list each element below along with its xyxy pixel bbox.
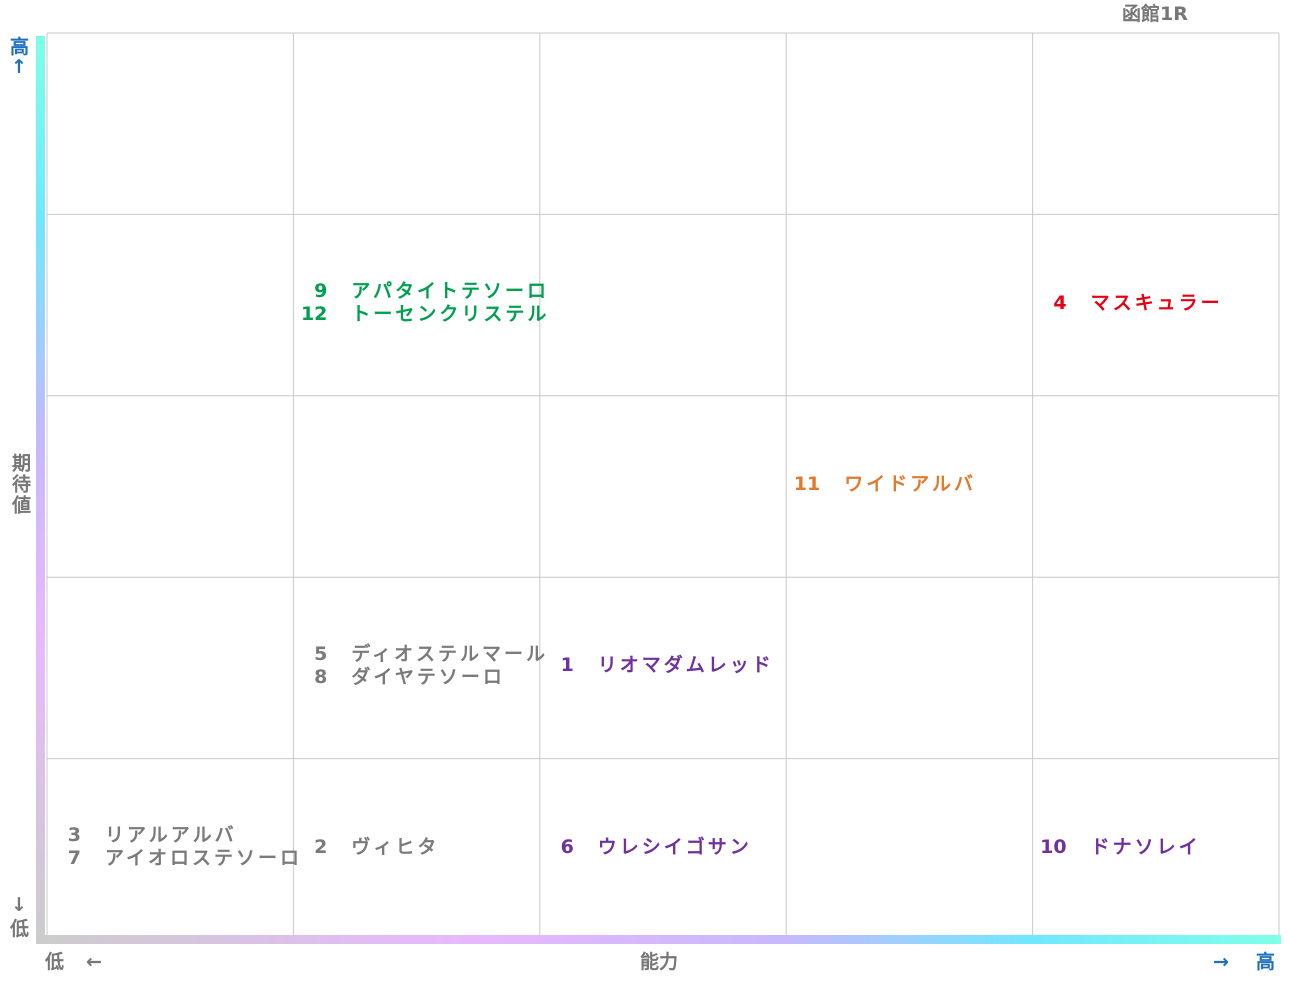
y-axis-bar	[36, 36, 45, 944]
x-high: 高	[1256, 951, 1276, 973]
horse-name: マスキュラー	[1090, 291, 1223, 314]
x-high-arrow: →	[1213, 951, 1229, 973]
horse-name: ディオステルマール	[351, 642, 549, 665]
horse-number: 9	[314, 280, 328, 303]
horse-name: ヴィヒタ	[351, 835, 440, 858]
x-label: 能力	[640, 951, 679, 973]
horse-name: アイオロステソーロ	[105, 847, 303, 870]
entry: 7 アイオロステソーロ	[51, 847, 302, 870]
horse-name: リアルアルバ	[105, 824, 237, 847]
horse-number: 11	[793, 473, 821, 495]
x-low-arrow: ←	[86, 951, 102, 973]
horse-number: 7	[67, 847, 81, 870]
horse-name: アパタイトテソーロ	[351, 280, 550, 303]
cell-group: 6 ウレシイゴサン	[544, 836, 752, 859]
horse-number: 8	[314, 665, 328, 688]
y-low: 低	[10, 918, 30, 940]
horse-name: ダイヤテソーロ	[351, 665, 505, 688]
x-axis-bar	[36, 935, 1281, 944]
entry: 10 ドナソレイ	[1037, 836, 1201, 859]
entry: 11 ワイドアルバ	[790, 473, 976, 496]
entry: 5 ディオステルマール	[297, 643, 548, 666]
horse-number: 10	[1040, 835, 1067, 858]
cell-group: 11 ワイドアルバ	[790, 473, 976, 496]
entry: 8 ダイヤテソーロ	[297, 666, 548, 689]
horse-name: ウレシイゴサン	[597, 835, 752, 858]
cell-group: 4 マスキュラー	[1037, 292, 1223, 315]
grid-lines	[46, 32, 1280, 941]
entry: 4 マスキュラー	[1037, 292, 1223, 315]
entry: 6 ウレシイゴサン	[544, 836, 752, 859]
horse-name: リオマダムレッド	[597, 654, 774, 677]
cell-group: 9 アパタイトテソーロ 12 トーセンクリステル	[297, 280, 549, 326]
x-low: 低	[45, 951, 65, 973]
cell-group: 1 リオマダムレッド	[544, 654, 774, 677]
horse-number: 12	[300, 303, 328, 326]
horse-number: 5	[314, 642, 328, 665]
title: 函館1R	[1122, 3, 1188, 25]
horse-name: ワイドアルバ	[844, 473, 976, 495]
cell-group: 3 リアルアルバ 7 アイオロステソーロ	[51, 824, 302, 870]
horse-number: 1	[560, 654, 574, 677]
y-label: 期待値	[9, 453, 31, 516]
y-high-arrow: ↑	[11, 56, 27, 78]
entry: 9 アパタイトテソーロ	[297, 280, 549, 303]
y-low-arrow: ↓	[11, 894, 27, 916]
entry: 2 ヴィヒタ	[297, 836, 439, 859]
cell-group: 5 ディオステルマール 8 ダイヤテソーロ	[297, 643, 548, 689]
cell-group: 10 ドナソレイ	[1037, 836, 1201, 859]
horse-number: 3	[67, 824, 81, 847]
horse-name: ドナソレイ	[1090, 835, 1201, 858]
horse-name: トーセンクリステル	[351, 303, 550, 326]
horse-number: 6	[560, 835, 574, 858]
cell-group: 2 ヴィヒタ	[297, 836, 439, 859]
horse-number: 4	[1053, 291, 1067, 314]
entry: 3 リアルアルバ	[51, 824, 302, 847]
horse-number: 2	[314, 835, 328, 858]
entry: 12 トーセンクリステル	[297, 303, 549, 326]
y-high: 高	[10, 36, 30, 58]
entry: 1 リオマダムレッド	[544, 654, 774, 677]
